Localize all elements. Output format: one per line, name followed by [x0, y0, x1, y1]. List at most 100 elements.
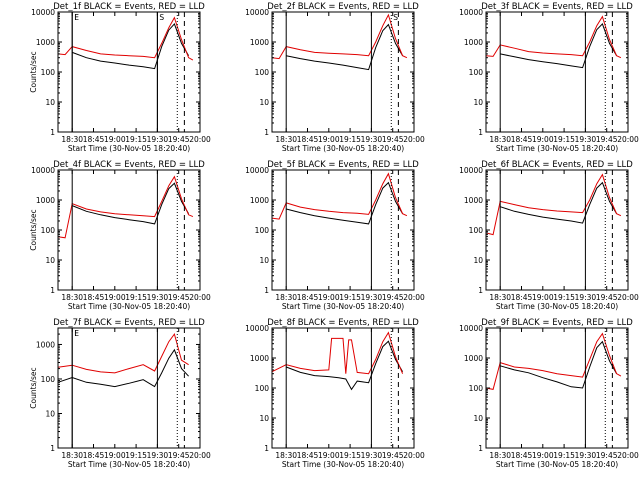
x-tick-label: 19:45: [382, 451, 404, 460]
series-line-lld: [485, 15, 622, 59]
x-tick-label: 19:00: [104, 135, 126, 144]
x-tick-label: 19:45: [168, 135, 190, 144]
x-axis-label: Start Time (30-Nov-05 18:20:40): [282, 460, 404, 469]
x-tick-label: 19:15: [339, 451, 361, 460]
y-tick-label: 1000: [464, 196, 483, 205]
x-tick-label: 18:45: [511, 293, 533, 302]
x-tick-label: 18:30: [275, 293, 297, 302]
chart-panel-3: Det_3f BLACK = Events, RED = LLD 1 10 100 10…: [459, 2, 639, 153]
x-axis-label: Start Time (30-Nov-05 18:20:40): [282, 302, 404, 311]
y-tick-label: 1: [264, 128, 269, 137]
y-tick-label: 100: [255, 226, 270, 235]
chart-title: Det_3f BLACK = Events, RED = LLD: [481, 2, 633, 12]
series-line-events: [286, 340, 404, 391]
y-tick-label: 100: [469, 226, 484, 235]
x-tick-label: 18:45: [83, 293, 105, 302]
x-tick-label: 18:30: [275, 135, 297, 144]
x-tick-label: 19:30: [575, 293, 597, 302]
y-tick-label: 1: [50, 286, 55, 295]
y-tick-label: 10: [473, 414, 483, 423]
chart-panel-5: Det_5f BLACK = Events, RED = LLD 1 10 100 10…: [245, 160, 425, 311]
x-axis-label: Start Time (30-Nov-05 18:20:40): [68, 460, 190, 469]
series-line-lld: [271, 172, 408, 220]
y-tick-label: 10000: [245, 324, 269, 333]
x-tick-label: 19:45: [596, 293, 618, 302]
x-tick-label: 19:30: [147, 451, 169, 460]
series-line-events: [500, 181, 618, 224]
x-tick-label: 20:00: [617, 135, 639, 144]
x-tick-label: 19:30: [575, 135, 597, 144]
y-axis-label: Counts/sec: [29, 51, 38, 92]
series-line-lld: [485, 332, 622, 390]
x-tick-label: 19:45: [168, 293, 190, 302]
x-tick-label: 18:30: [61, 451, 83, 460]
y-tick-label: 100: [41, 68, 56, 77]
time-marker-label: E: [74, 329, 79, 338]
y-axis-label: Counts/sec: [29, 367, 38, 408]
series-line-events: [500, 22, 618, 69]
x-tick-label: 19:00: [104, 451, 126, 460]
y-tick-label: 10000: [31, 8, 55, 17]
x-tick-label: 19:15: [125, 135, 147, 144]
x-axis-label: Start Time (30-Nov-05 18:20:40): [496, 302, 618, 311]
series-line-lld: [485, 173, 622, 236]
time-marker-label: S: [393, 13, 398, 22]
chart-title: Det_9f BLACK = Events, RED = LLD: [481, 318, 633, 328]
y-axis-label: Counts/sec: [29, 209, 38, 250]
time-marker-label: S: [159, 13, 164, 22]
y-tick-label: 10: [45, 256, 55, 265]
x-tick-label: 20:00: [617, 451, 639, 460]
x-tick-label: 19:00: [318, 293, 340, 302]
x-tick-label: 19:30: [575, 451, 597, 460]
x-tick-label: 19:30: [147, 135, 169, 144]
x-tick-label: 19:45: [596, 451, 618, 460]
x-tick-label: 19:00: [104, 293, 126, 302]
y-tick-label: 100: [41, 375, 56, 384]
x-tick-label: 18:45: [511, 451, 533, 460]
y-tick-label: 100: [469, 384, 484, 393]
y-tick-label: 10000: [459, 324, 483, 333]
x-tick-label: 20:00: [403, 293, 425, 302]
x-tick-label: 19:45: [596, 135, 618, 144]
x-axis-label: Start Time (30-Nov-05 18:20:40): [496, 144, 618, 153]
chart-panel-4: Det_4f BLACK = Events, RED = LLD 1 10 100 10…: [29, 160, 211, 311]
x-tick-label: 18:30: [61, 135, 83, 144]
x-tick-label: 19:15: [553, 135, 575, 144]
x-tick-label: 19:45: [382, 293, 404, 302]
y-tick-label: 1000: [250, 354, 269, 363]
x-tick-label: 19:15: [553, 293, 575, 302]
time-marker-label: E: [74, 13, 79, 22]
y-tick-label: 10: [259, 414, 269, 423]
chart-panel-6: Det_6f BLACK = Events, RED = LLD 1 10 100 10…: [459, 160, 639, 311]
y-tick-label: 1: [264, 286, 269, 295]
chart-title: Det_8f BLACK = Events, RED = LLD: [267, 318, 419, 328]
x-tick-label: 20:00: [403, 451, 425, 460]
series-line-lld: [57, 16, 194, 61]
y-tick-label: 10000: [31, 166, 55, 175]
y-tick-label: 1000: [464, 354, 483, 363]
x-tick-label: 18:45: [297, 293, 319, 302]
series-line-lld: [271, 13, 408, 60]
y-tick-label: 1: [50, 128, 55, 137]
x-tick-label: 18:45: [297, 451, 319, 460]
chart-title: Det_5f BLACK = Events, RED = LLD: [267, 160, 419, 170]
x-tick-label: 18:30: [489, 293, 511, 302]
y-tick-label: 100: [255, 68, 270, 77]
x-tick-label: 19:00: [532, 135, 554, 144]
x-axis-label: Start Time (30-Nov-05 18:20:40): [68, 302, 190, 311]
x-tick-label: 19:15: [339, 293, 361, 302]
y-tick-label: 10000: [459, 8, 483, 17]
series-line-lld: [57, 332, 189, 374]
x-tick-label: 18:45: [297, 135, 319, 144]
x-tick-label: 19:30: [147, 293, 169, 302]
y-tick-label: 10: [259, 256, 269, 265]
y-tick-label: 1: [264, 444, 269, 453]
x-tick-label: 18:30: [489, 451, 511, 460]
x-tick-label: 20:00: [189, 135, 211, 144]
y-tick-label: 1000: [36, 38, 55, 47]
y-tick-label: 10: [45, 98, 55, 107]
chart-title: Det_1f BLACK = Events, RED = LLD: [53, 2, 205, 12]
